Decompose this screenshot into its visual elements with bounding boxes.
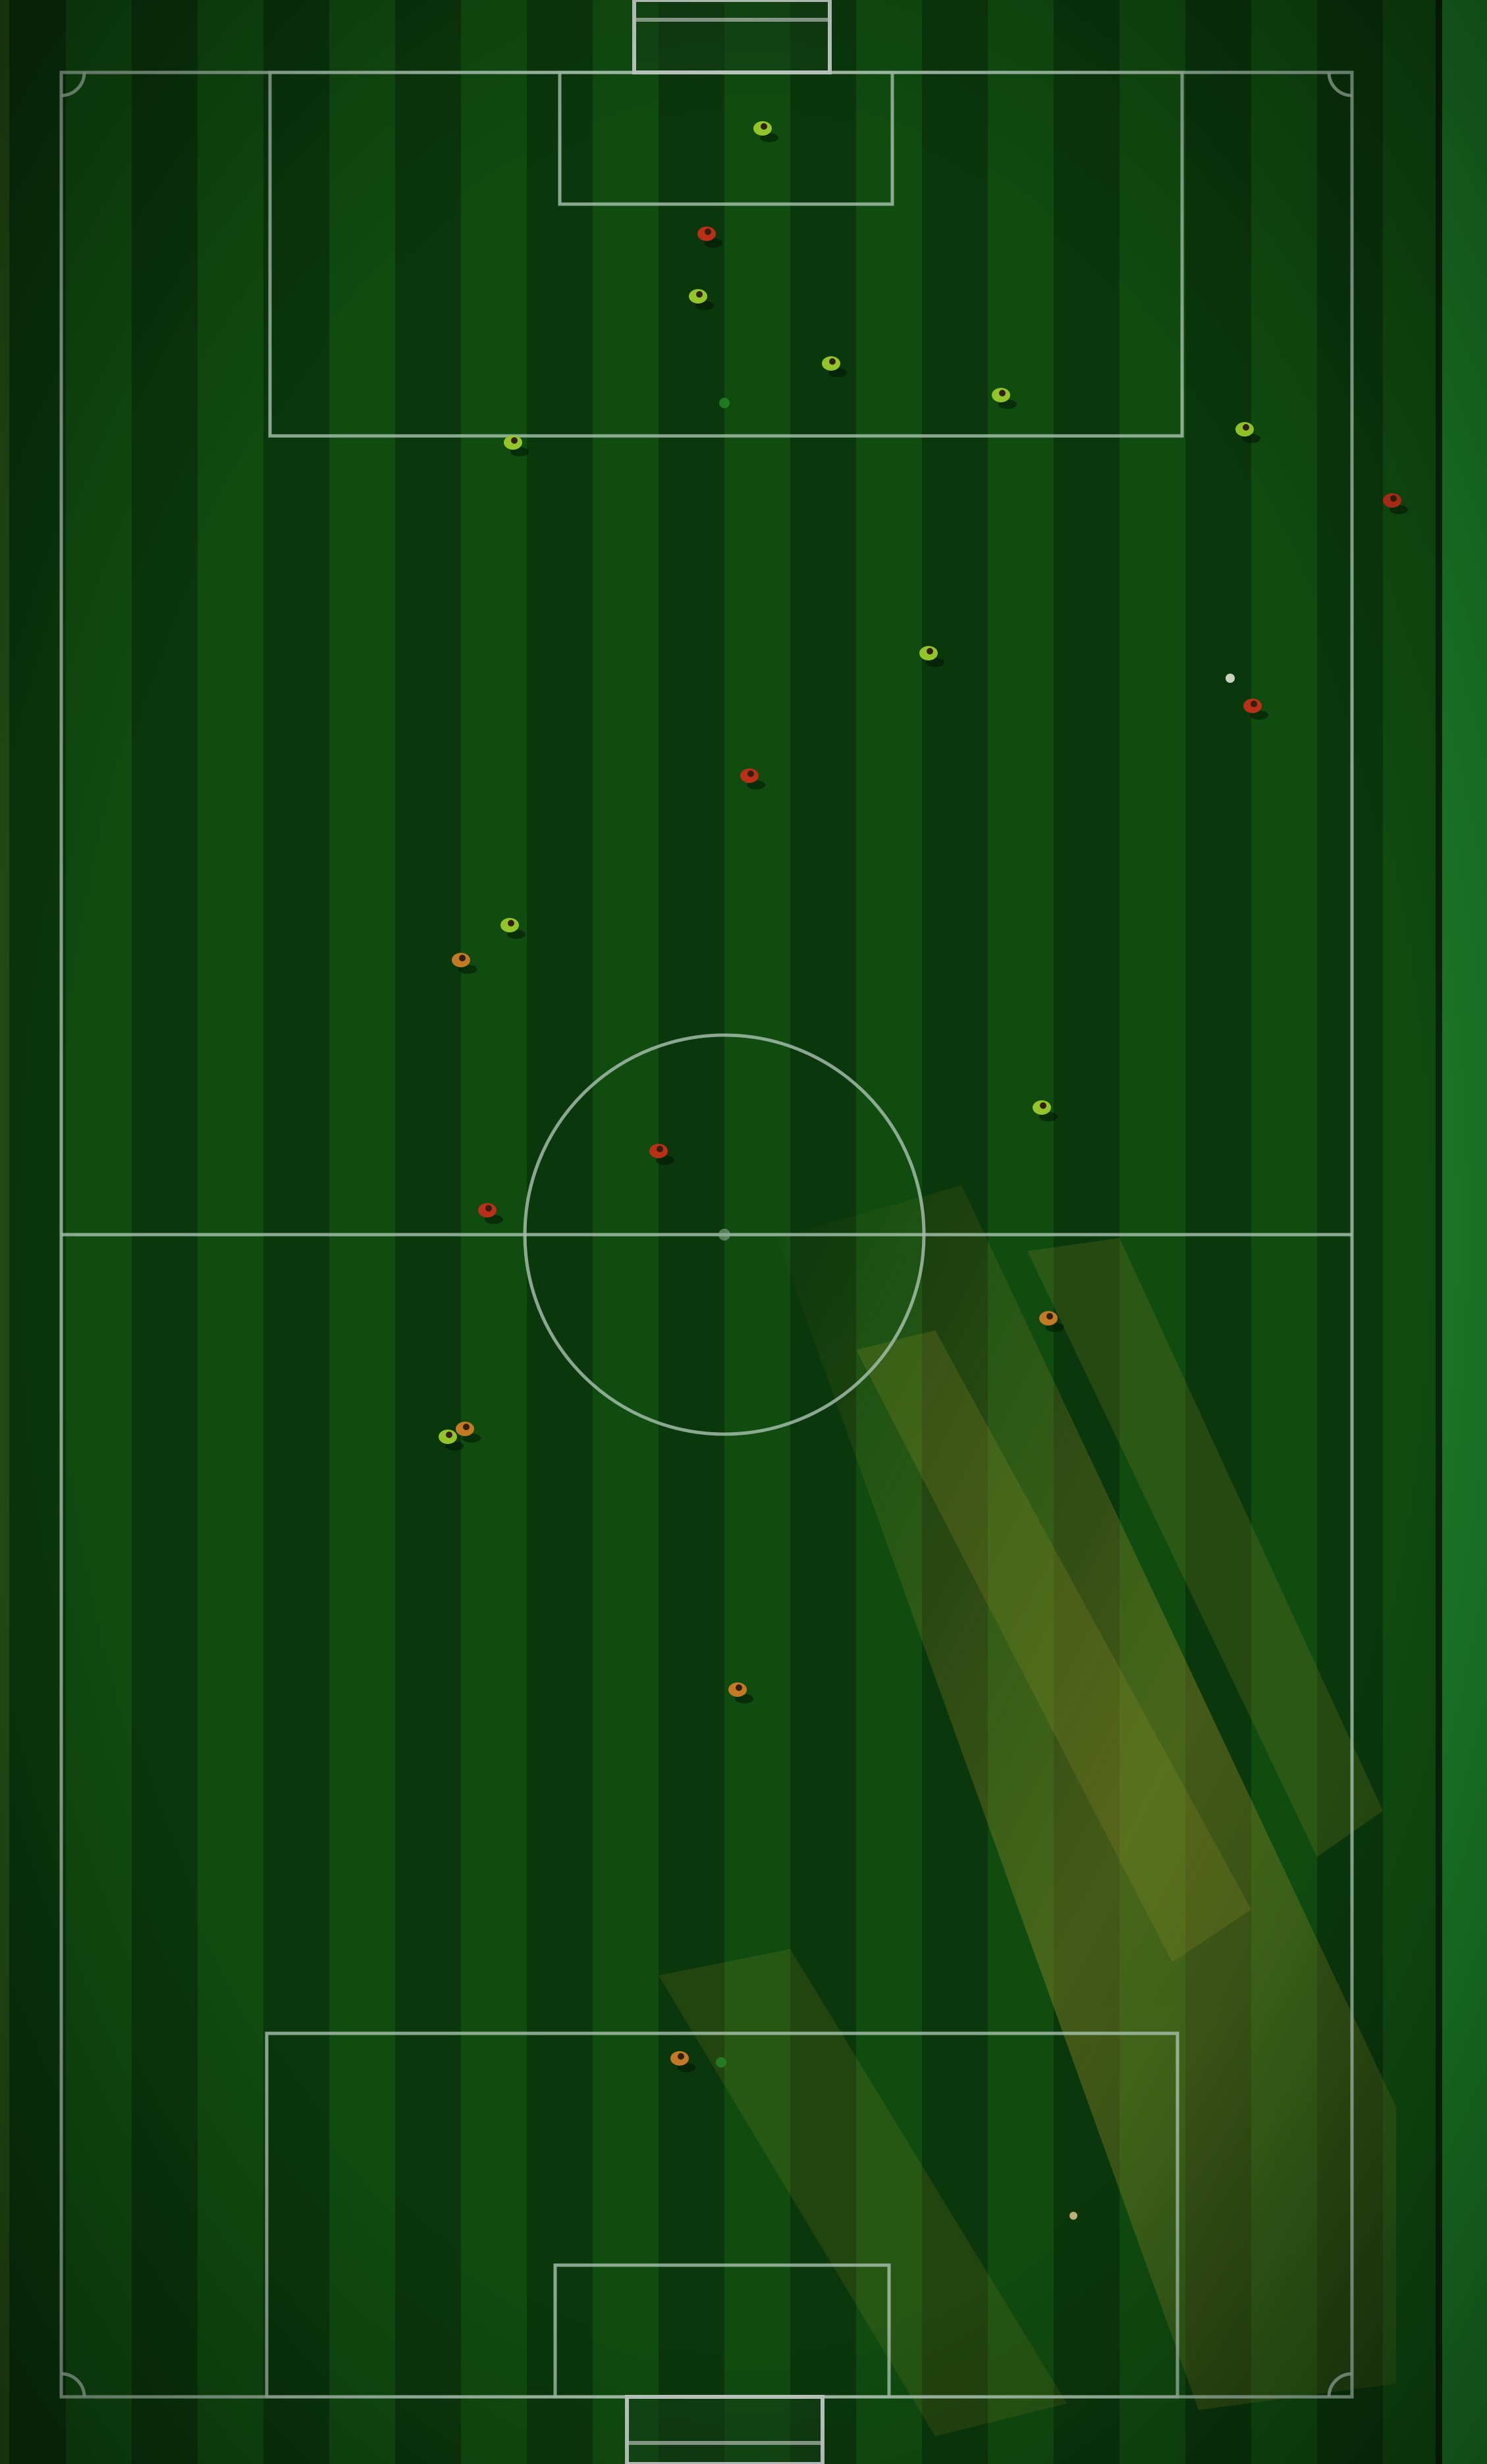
aerial-pitch-photo: [0, 0, 1487, 2464]
photo-vignette: [0, 0, 1487, 2464]
photo-darkening: [0, 0, 1487, 2464]
